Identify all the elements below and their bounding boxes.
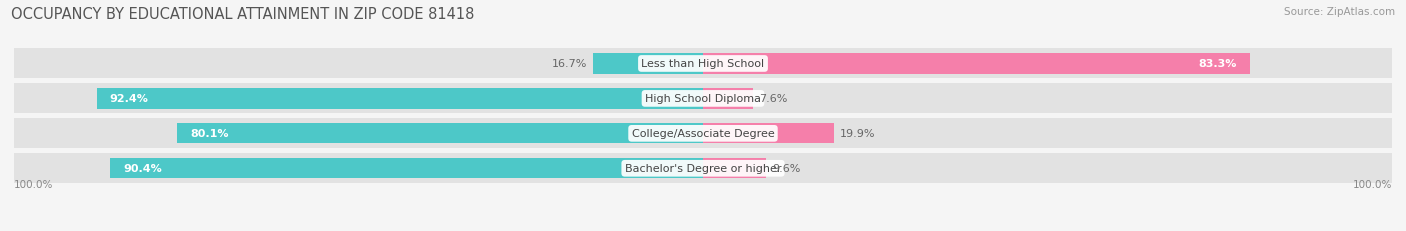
Text: High School Diploma: High School Diploma <box>645 94 761 104</box>
Text: 19.9%: 19.9% <box>841 129 876 139</box>
Bar <box>14 84 1392 114</box>
Text: Less than High School: Less than High School <box>641 59 765 69</box>
Bar <box>14 119 1392 149</box>
Bar <box>110 158 703 179</box>
Text: College/Associate Degree: College/Associate Degree <box>631 129 775 139</box>
Text: 9.6%: 9.6% <box>772 164 801 173</box>
Bar <box>14 49 1392 79</box>
Bar <box>703 124 834 144</box>
Text: 7.6%: 7.6% <box>759 94 787 104</box>
Text: 16.7%: 16.7% <box>551 59 586 69</box>
Text: 92.4%: 92.4% <box>110 94 149 104</box>
Text: Source: ZipAtlas.com: Source: ZipAtlas.com <box>1284 7 1395 17</box>
Bar <box>97 89 703 109</box>
Bar <box>177 124 703 144</box>
Bar <box>703 54 1250 74</box>
Bar <box>703 158 766 179</box>
Text: 100.0%: 100.0% <box>14 179 53 189</box>
Bar <box>14 154 1392 183</box>
Text: Bachelor's Degree or higher: Bachelor's Degree or higher <box>624 164 782 173</box>
Text: 90.4%: 90.4% <box>122 164 162 173</box>
Bar <box>703 89 752 109</box>
Text: 83.3%: 83.3% <box>1198 59 1236 69</box>
Text: 100.0%: 100.0% <box>1353 179 1392 189</box>
Text: OCCUPANCY BY EDUCATIONAL ATTAINMENT IN ZIP CODE 81418: OCCUPANCY BY EDUCATIONAL ATTAINMENT IN Z… <box>11 7 475 22</box>
Bar <box>593 54 703 74</box>
Text: 80.1%: 80.1% <box>191 129 229 139</box>
